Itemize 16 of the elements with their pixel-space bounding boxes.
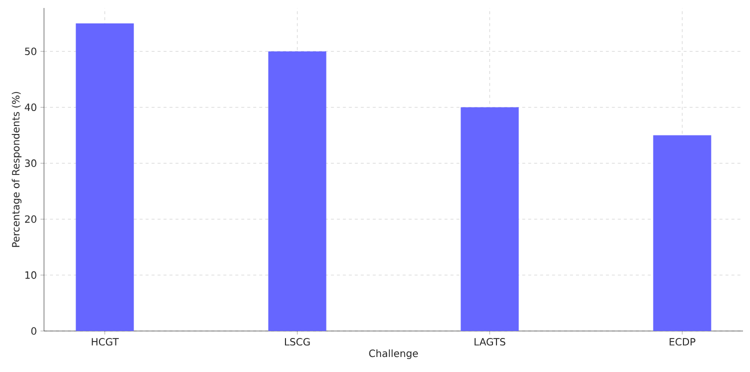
y-tick-label: 50	[25, 48, 36, 56]
bar	[653, 135, 712, 331]
y-tick-label: 0	[31, 327, 36, 335]
x-tick-label: HCGT	[92, 338, 119, 346]
y-tick-label: 40	[24, 103, 36, 112]
x-tick-label: LAGTS	[474, 338, 506, 346]
x-tick-label: LSCG	[284, 338, 310, 346]
y-tick-label: 20	[25, 215, 36, 223]
bar	[268, 51, 326, 331]
y-axis-title: Percentage of Respondents (%)	[12, 92, 22, 247]
x-axis-title: Challenge	[369, 349, 418, 360]
y-tick-label: 30	[25, 159, 36, 167]
x-tick-label: ECDP	[670, 338, 696, 346]
bar	[76, 23, 134, 331]
bar	[460, 107, 519, 331]
y-tick-label: 10	[25, 271, 36, 279]
